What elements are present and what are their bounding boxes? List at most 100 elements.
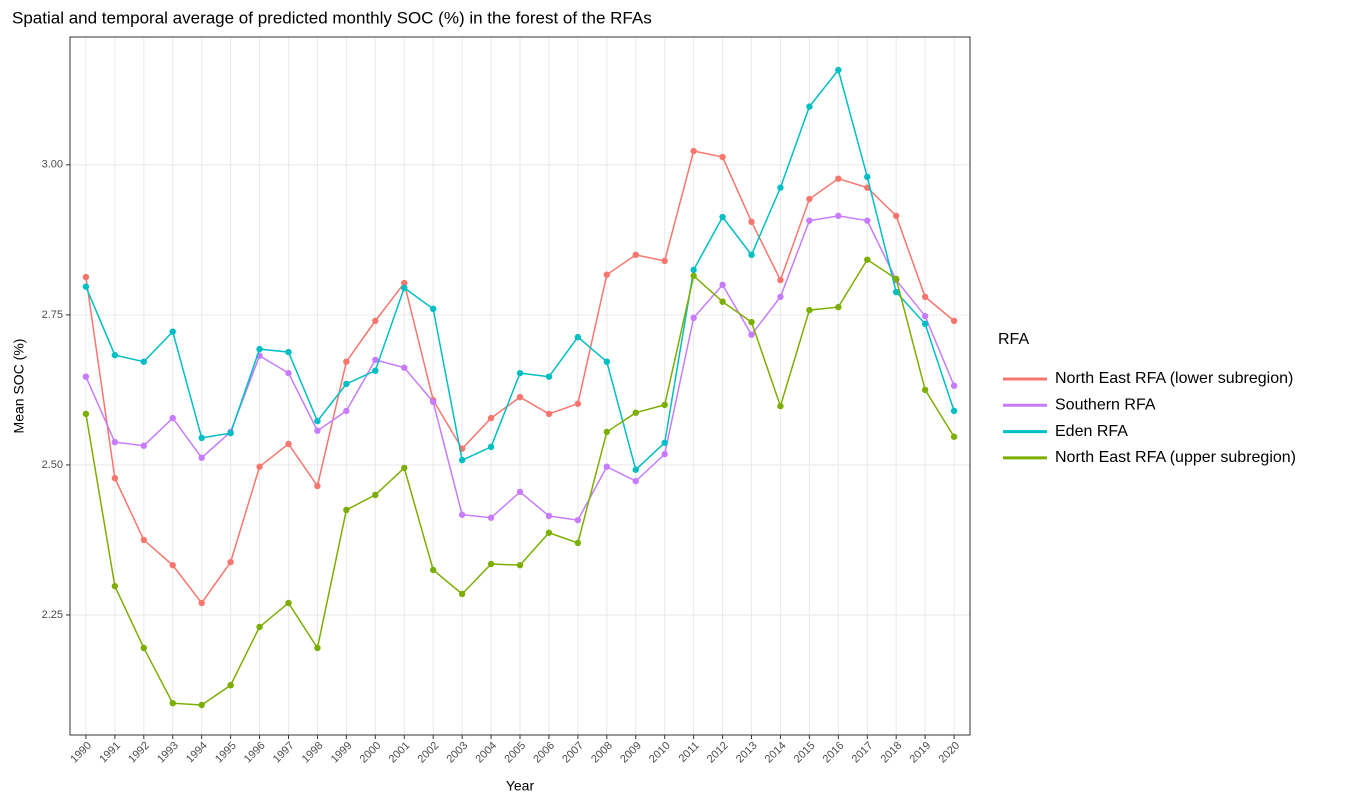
data-point	[314, 417, 321, 425]
data-point	[690, 147, 697, 155]
data-point	[835, 303, 842, 311]
data-point	[140, 644, 147, 652]
data-point	[864, 173, 871, 181]
data-point	[458, 590, 466, 598]
data-point	[632, 251, 639, 259]
x-tick-label: 2005	[502, 740, 528, 766]
data-point	[777, 276, 784, 284]
data-point	[487, 560, 495, 568]
data-point	[719, 281, 726, 289]
data-point	[429, 305, 437, 313]
legend-label: North East RFA (lower subregion)	[1055, 370, 1293, 387]
y-tick-label: 2.75	[42, 309, 63, 321]
x-tick-label: 1998	[300, 740, 326, 766]
data-point	[372, 491, 379, 499]
x-tick-label: 1997	[271, 740, 297, 766]
x-tick-label: 2016	[821, 740, 847, 766]
data-point	[690, 266, 697, 274]
data-point	[603, 358, 611, 365]
data-point	[748, 251, 755, 259]
legend-title: RFA	[998, 331, 1029, 348]
y-tick-label: 3.00	[42, 159, 63, 171]
x-tick-label: 2002	[416, 740, 442, 766]
data-point	[690, 272, 697, 280]
data-point	[372, 356, 379, 364]
data-point	[256, 623, 263, 631]
data-point	[921, 312, 929, 320]
data-point	[227, 558, 234, 566]
x-tick-label: 2006	[531, 740, 557, 766]
data-point	[111, 438, 119, 446]
data-point	[401, 279, 408, 287]
y-tick-label: 2.25	[42, 609, 63, 621]
y-axis-label: Mean SOC (%)	[11, 339, 27, 434]
data-point	[169, 561, 176, 569]
data-point	[661, 401, 668, 409]
data-point	[343, 506, 350, 514]
plot-border	[69, 36, 971, 736]
chart-title: Spatial and temporal average of predicte…	[12, 8, 652, 27]
data-point	[140, 536, 147, 544]
data-point	[198, 454, 205, 461]
legend-label: North East RFA (upper subregion)	[1055, 449, 1296, 466]
data-point	[806, 306, 813, 314]
data-point	[806, 195, 813, 203]
data-point	[950, 382, 958, 389]
x-tick-label: 2014	[763, 740, 789, 766]
data-point	[603, 428, 611, 436]
x-tick-label: 1999	[329, 740, 355, 766]
data-point	[487, 443, 495, 451]
data-point	[169, 328, 176, 335]
data-point	[516, 393, 524, 401]
x-tick-label: 1991	[97, 740, 123, 766]
data-point	[864, 217, 871, 224]
data-point	[314, 482, 321, 490]
data-point	[285, 440, 292, 448]
data-point	[314, 644, 321, 652]
data-point	[777, 293, 784, 301]
data-point	[748, 218, 755, 226]
data-point	[458, 511, 466, 518]
data-point	[950, 433, 958, 440]
data-point	[545, 529, 553, 536]
data-point	[372, 367, 379, 374]
data-point	[864, 256, 871, 263]
x-tick-label: 2013	[734, 740, 760, 766]
data-point	[198, 701, 205, 709]
data-point	[950, 407, 958, 415]
data-point	[921, 320, 929, 328]
data-point	[893, 288, 900, 296]
x-tick-label: 1992	[126, 740, 152, 766]
legend-label: Southern RFA	[1055, 397, 1156, 414]
x-tick-label: 2015	[792, 740, 818, 766]
data-point	[111, 351, 119, 359]
data-point	[487, 514, 495, 521]
data-point	[227, 429, 234, 437]
data-point	[690, 314, 697, 322]
data-point	[777, 184, 784, 191]
data-point	[748, 331, 755, 338]
x-tick-label: 1996	[242, 740, 268, 766]
data-point	[893, 275, 900, 283]
x-tick-label: 2010	[647, 740, 673, 766]
data-point	[82, 273, 90, 281]
x-tick-label: 2000	[358, 740, 384, 766]
data-point	[574, 539, 582, 547]
data-point	[401, 464, 408, 472]
data-point	[401, 364, 408, 371]
data-point	[285, 599, 292, 607]
data-point	[603, 463, 611, 470]
data-point	[661, 439, 668, 446]
data-point	[632, 409, 639, 416]
y-tick-label: 2.50	[42, 459, 63, 471]
data-point	[458, 456, 466, 464]
data-point	[82, 410, 90, 418]
x-tick-label: 1995	[213, 740, 239, 766]
data-point	[632, 466, 639, 473]
data-point	[343, 407, 350, 415]
data-point	[574, 400, 582, 407]
data-point	[661, 257, 668, 265]
data-point	[401, 284, 408, 292]
data-point	[343, 358, 350, 365]
data-point	[603, 271, 611, 278]
